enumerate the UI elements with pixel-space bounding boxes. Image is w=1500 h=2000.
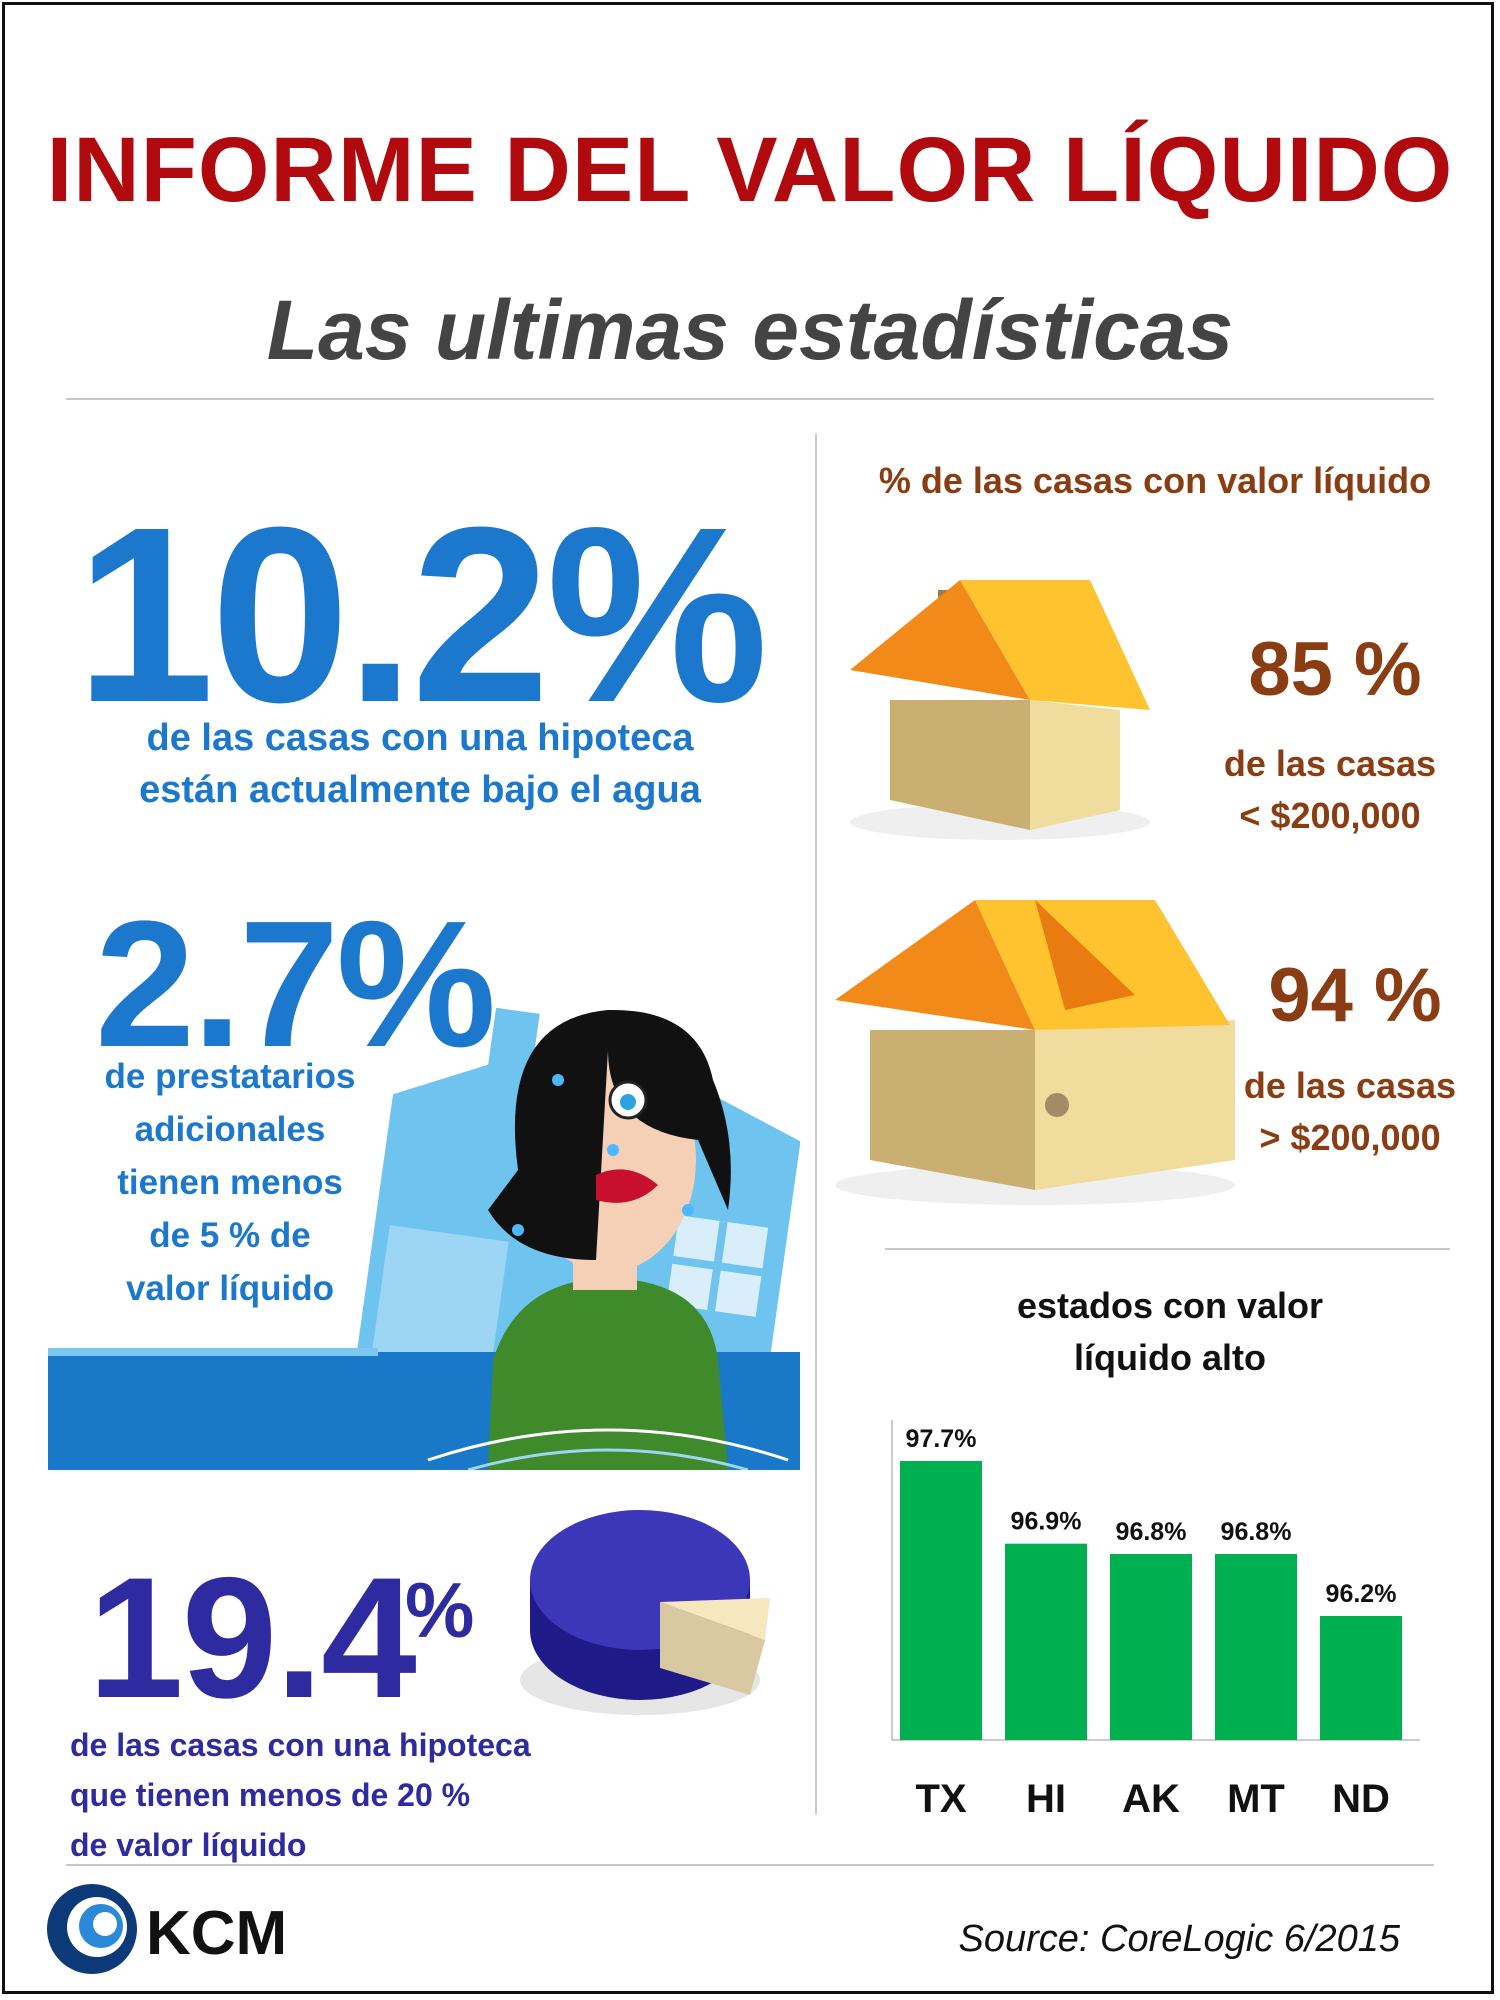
equity-heading: % de las casas con valor líquido [878,460,1432,501]
house2-caption: de las casas > $200,000 [1200,1060,1500,1164]
stat-low-equity-value: 2.7% [95,884,496,1085]
kcm-logo-text: KCM [146,1899,288,1968]
bar-category-label: ND [1332,1777,1390,1821]
chart-title-line1: estados con valor [1016,1285,1324,1326]
bar-category-label: TX [915,1777,966,1821]
house1-value: 85 % [1248,627,1422,712]
bar-category-label: HI [1026,1777,1066,1821]
kcm-logo-icon [47,1884,137,1974]
stat-low-equity-line: tienen menos [117,1163,343,1202]
house2-value: 94 % [1268,953,1442,1038]
source-note: Source: CoreLogic 6/2015 [958,1918,1400,1960]
stat-under-20-line: de las casas con una hipoteca [70,1727,531,1763]
crying-woman-figure [488,1009,731,1470]
flooded-house-illustration [48,1007,800,1470]
chart-title: estados con valor líquido alto [900,1280,1440,1384]
house1-line1: de las casas [1223,743,1437,784]
chart-divider [885,1248,1450,1250]
stat-low-equity-line: valor líquido [125,1269,335,1308]
bar-value-label: 96.9% [1011,1508,1082,1536]
stat-under-20-line: que tienen menos de 20 % [70,1777,471,1813]
stat-low-equity-line: adicionales [134,1110,326,1149]
bar-tx [900,1461,982,1740]
top-divider [66,398,1434,400]
stat-under-20-line: de valor líquido [70,1827,307,1863]
stat-under-20-value: 19.4 [88,1542,417,1734]
bar-ak [1110,1554,1192,1740]
stat-underwater-line2: están actualmente bajo el agua [139,769,701,811]
house-large-icon [835,900,1235,1205]
bar-category-label: MT [1227,1777,1285,1821]
page-subtitle: Las ultimas estadísticas [266,283,1234,377]
pie-chart-icon [520,1510,770,1715]
chart-title-line2: líquido alto [1074,1337,1266,1378]
stat-under-20-percent: % [405,1566,475,1654]
bar-nd [1320,1616,1402,1740]
house2-line1: de las casas [1243,1065,1457,1106]
stat-underwater-caption: de las casas con una hipoteca están actu… [40,712,800,816]
bar-value-label: 97.7% [906,1425,977,1453]
stat-low-equity-line: de 5 % de [149,1216,311,1255]
house-small-icon [850,580,1150,840]
house1-line2: < $200,000 [1239,795,1421,836]
stat-underwater-line1: de las casas con una hipoteca [146,717,694,759]
column-divider [815,434,817,1814]
bar-category-label: AK [1122,1777,1180,1821]
house2-line2: > $200,000 [1259,1117,1441,1158]
stat-under-20-caption: de las casas con una hipoteca que tienen… [70,1720,630,1870]
equity-bar-chart: 97.7% TX 96.9% HI 96.8% AK 96.8% MT 96.2% ND [891,1420,1420,1821]
stat-low-equity-line: de prestatarios [104,1057,356,1096]
bottom-divider [66,1864,1434,1866]
stat-underwater-value: 10.2% [75,475,769,754]
bar-value-label: 96.8% [1221,1518,1292,1546]
house1-caption: de las casas < $200,000 [1180,738,1480,842]
page-title: INFORME DEL VALOR LÍQUIDO [46,119,1454,221]
bar-mt [1215,1554,1297,1740]
bar-value-label: 96.8% [1116,1518,1187,1546]
bar-value-label: 96.2% [1326,1580,1397,1608]
stat-low-equity-caption: de prestatarios adicionales tienen menos… [70,1050,390,1315]
bar-hi [1005,1543,1087,1740]
